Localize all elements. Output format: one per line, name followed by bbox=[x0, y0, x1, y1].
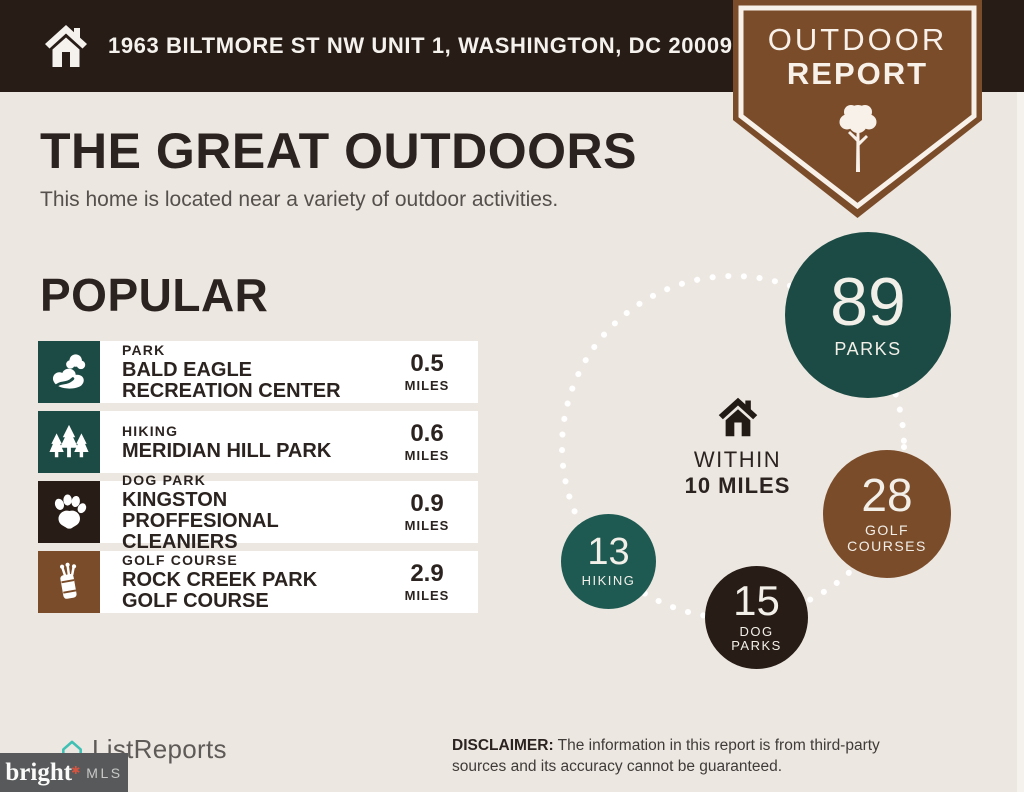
item-name: ROCK CREEK PARK GOLF COURSE bbox=[122, 569, 318, 612]
pine-trees-icon bbox=[38, 411, 100, 473]
golf-bag-icon bbox=[38, 551, 100, 613]
bright-mls-logo: bright ✱ MLS bbox=[0, 753, 128, 792]
radius-center: WITHIN 10 MILES bbox=[660, 396, 815, 499]
bubble-hiking: 13 HIKING bbox=[561, 514, 656, 609]
property-address: 1963 BILTMORE ST NW UNIT 1, WASHINGTON, … bbox=[108, 33, 733, 58]
home-icon bbox=[718, 397, 757, 437]
item-name: MERIDIAN HILL PARK bbox=[122, 439, 332, 462]
paw-icon bbox=[38, 481, 100, 543]
right-edge-strip bbox=[1017, 92, 1024, 792]
item-category: DOG PARK bbox=[122, 471, 207, 488]
disclaimer-label: DISCLAIMER: bbox=[452, 737, 554, 754]
item-category: PARK bbox=[122, 342, 166, 358]
item-name: KINGSTON PROFFESIONAL CLEANIERS bbox=[122, 488, 279, 553]
page-title: THE GREAT OUTDOORS bbox=[40, 123, 637, 179]
disclaimer-text: The information in this report is from t… bbox=[452, 737, 880, 775]
tree-icon bbox=[839, 105, 877, 172]
page-subtitle: This home is located near a variety of o… bbox=[40, 188, 559, 211]
bubble-golf-courses: 28 GOLF COURSES bbox=[823, 450, 951, 578]
item-category: GOLF COURSE bbox=[122, 552, 238, 568]
item-distance: 0.9 MILES bbox=[404, 489, 450, 533]
popular-heading: POPULAR bbox=[40, 269, 269, 321]
item-distance: 2.9 MILES bbox=[404, 559, 450, 603]
bubble-dog-parks: 15 DOG PARKS bbox=[705, 566, 808, 669]
disclaimer: DISCLAIMER: The information in this repo… bbox=[452, 736, 930, 778]
badge-title: OUTDOOR REPORT bbox=[767, 22, 948, 91]
item-name: BALD EAGLE RECREATION CENTER bbox=[122, 359, 341, 402]
park-icon bbox=[38, 341, 100, 403]
list-item-dog-park: DOG PARK KINGSTON PROFFESIONAL CLEANIERS… bbox=[38, 472, 478, 552]
radius-label: 10 MILES bbox=[684, 473, 791, 498]
item-distance: 0.5 MILES bbox=[404, 349, 450, 393]
outdoor-report-badge: OUTDOOR REPORT bbox=[733, 0, 982, 220]
popular-list: PARK BALD EAGLE RECREATION CENTER 0.5 MI… bbox=[38, 341, 478, 621]
item-distance: 0.6 MILES bbox=[404, 419, 450, 463]
bubble-parks: 89 PARKS bbox=[785, 232, 951, 398]
list-item-golf: GOLF COURSE ROCK CREEK PARK GOLF COURSE … bbox=[38, 551, 478, 613]
item-category: HIKING bbox=[122, 422, 179, 439]
list-item-hiking: HIKING MERIDIAN HILL PARK 0.6 MILES bbox=[38, 411, 478, 473]
bright-star-icon: ✱ bbox=[71, 765, 81, 777]
home-icon bbox=[45, 25, 87, 67]
within-label: WITHIN bbox=[693, 447, 782, 472]
list-item-park: PARK BALD EAGLE RECREATION CENTER 0.5 MI… bbox=[38, 341, 478, 403]
